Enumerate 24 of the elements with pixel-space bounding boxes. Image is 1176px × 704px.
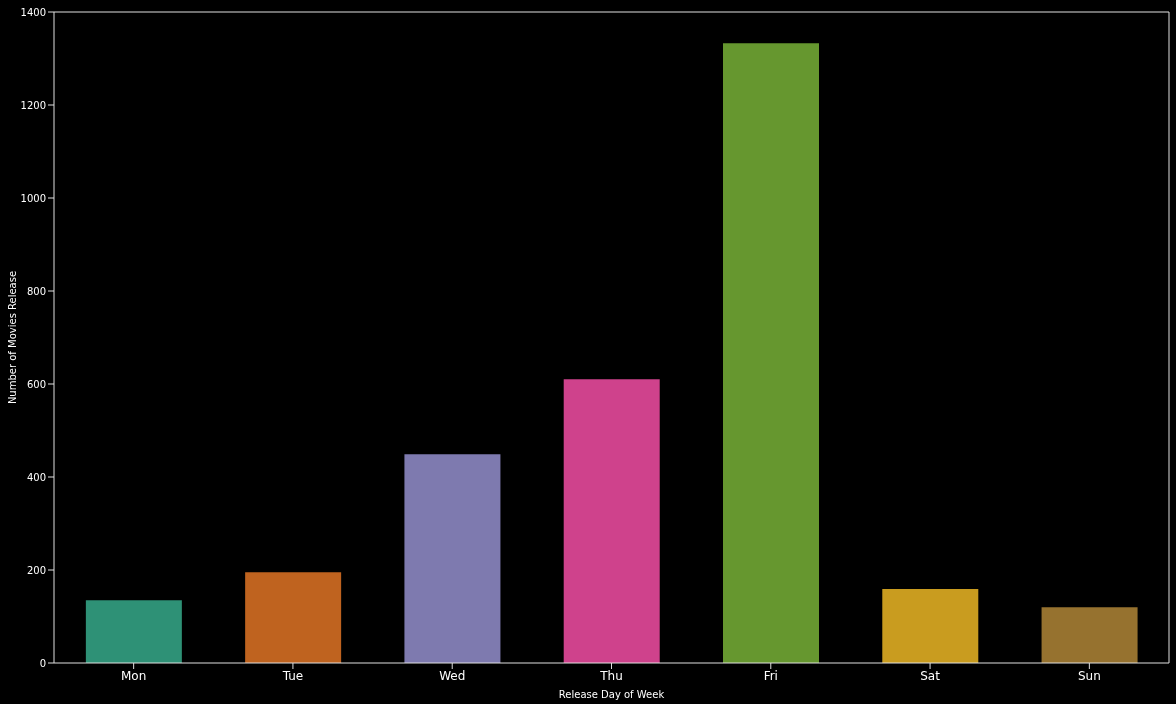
y-tick-label: 200 [26, 564, 46, 576]
x-tick-label: Fri [763, 668, 778, 683]
x-tick-label: Sat [920, 668, 941, 683]
y-tick-label: 0 [39, 657, 46, 669]
x-tick-label: Tue [281, 668, 304, 683]
x-tick-label: Wed [439, 668, 466, 683]
y-tick-label: 1400 [20, 6, 46, 18]
y-tick-label: 400 [26, 471, 46, 483]
x-tick-label: Mon [120, 668, 147, 683]
x-axis-title: Release Day of Week [558, 689, 665, 700]
y-axis-title: Number of Movies Release [6, 270, 18, 405]
bar [404, 454, 501, 663]
y-tick-label: 600 [26, 378, 46, 390]
bar [882, 589, 979, 663]
bar [563, 379, 660, 663]
x-tick-label: Thu [599, 668, 623, 683]
x-tick-label: Sun [1077, 668, 1101, 683]
y-tick-label: 800 [26, 285, 46, 297]
y-tick-label: 1000 [20, 192, 46, 204]
bar [1041, 607, 1138, 663]
bar [245, 572, 342, 663]
bar [85, 600, 182, 663]
y-tick-label: 1200 [20, 99, 46, 111]
bar [723, 43, 819, 663]
